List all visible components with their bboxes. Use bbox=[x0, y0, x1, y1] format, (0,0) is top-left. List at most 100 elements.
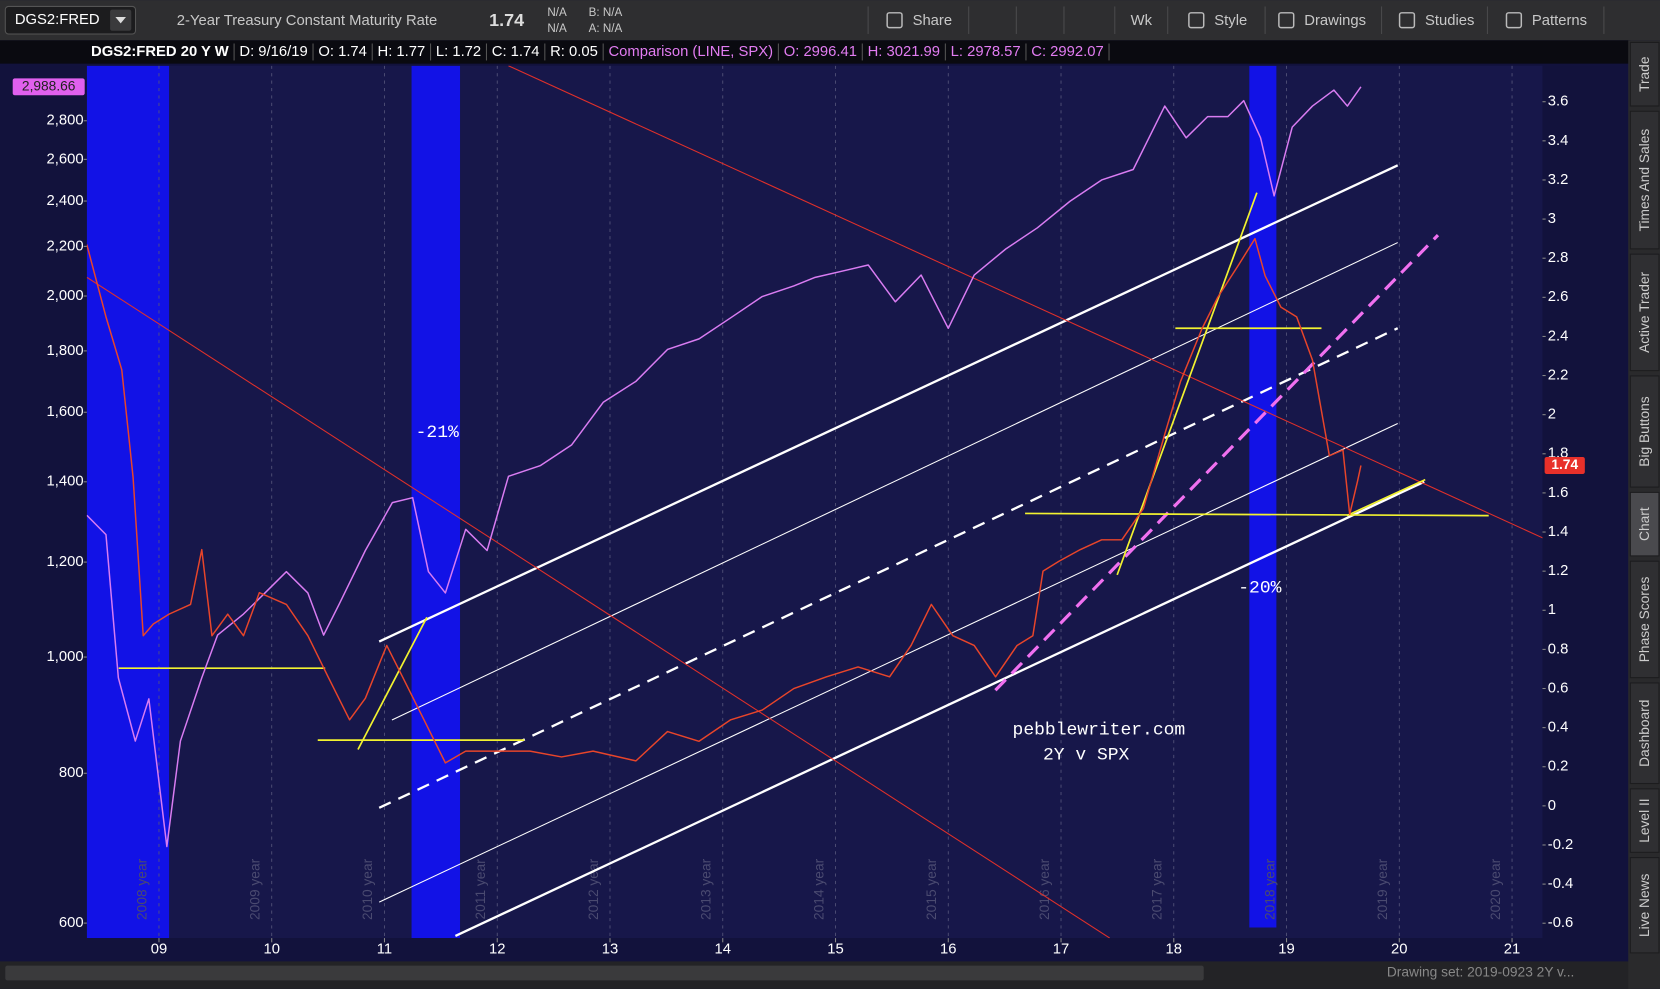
y2-tick-label: 2.8 bbox=[1548, 250, 1569, 266]
side-tab-label: Trade bbox=[1637, 56, 1652, 92]
trend-line bbox=[86, 276, 1111, 939]
toolbar bbox=[0, 0, 1660, 41]
side-tab-label: Active Trader bbox=[1637, 271, 1652, 352]
last-price: 1.74 bbox=[489, 10, 524, 30]
y2-tick-label: 0.6 bbox=[1548, 680, 1569, 696]
ask: A: N/A bbox=[589, 22, 623, 35]
y-tick-label: 1,600 bbox=[47, 404, 84, 420]
y2-tick-label: 1.6 bbox=[1548, 485, 1569, 501]
ohlc-item: R: 0.05 bbox=[550, 44, 598, 60]
year-watermark: 2018 year bbox=[1262, 858, 1277, 920]
year-watermark: 2017 year bbox=[1150, 858, 1165, 920]
ohlc-item: O: 1.74 bbox=[318, 44, 367, 60]
toolbar-button[interactable]: Share bbox=[913, 13, 953, 29]
toolbar-button[interactable]: Wk bbox=[1131, 13, 1153, 29]
x-tick-label: 16 bbox=[940, 942, 956, 958]
comparison-item: H: 3021.99 bbox=[868, 44, 940, 60]
year-watermark: 2013 year bbox=[699, 858, 714, 920]
y2-tick-label: 1.2 bbox=[1548, 563, 1569, 579]
toolbar-button[interactable]: Studies bbox=[1425, 13, 1474, 29]
annotation: -20% bbox=[1238, 578, 1281, 598]
drawing-set: Drawing set: 2019-0923 2Y v... bbox=[1387, 965, 1575, 980]
change-pct: N/A bbox=[547, 22, 567, 35]
y-tick-label: 1,800 bbox=[47, 343, 84, 359]
y2-tick-label: 3.4 bbox=[1548, 133, 1569, 149]
side-tab-label: Chart bbox=[1637, 507, 1652, 541]
y2-tick-label: 1.4 bbox=[1548, 524, 1569, 540]
trend-line bbox=[378, 422, 1398, 903]
x-tick-label: 10 bbox=[263, 942, 279, 958]
last-value-label: 2,988.66 bbox=[22, 78, 76, 93]
y2-tick-label: 0.4 bbox=[1548, 720, 1569, 736]
year-watermark: 2009 year bbox=[247, 858, 262, 920]
x-tick-label: 12 bbox=[489, 942, 505, 958]
toolbar-button[interactable]: Drawings bbox=[1304, 13, 1366, 29]
toolbar-button[interactable]: Style bbox=[1214, 13, 1247, 29]
year-watermark: 2014 year bbox=[811, 858, 826, 920]
last-value-box bbox=[12, 78, 85, 96]
y2-tick-label: -0.6 bbox=[1548, 915, 1574, 931]
y2-tick-label: 2.6 bbox=[1548, 289, 1569, 305]
side-tab-label: Dashboard bbox=[1637, 700, 1652, 767]
ohlc-item: D: 9/16/19 bbox=[239, 44, 307, 60]
last-value-label: 1.74 bbox=[1551, 457, 1578, 472]
y-tick-label: 2,200 bbox=[47, 238, 84, 254]
series-line bbox=[86, 237, 1362, 764]
side-tab-label: Level II bbox=[1637, 798, 1652, 842]
x-tick-label: 09 bbox=[151, 942, 167, 958]
x-tick-label: 21 bbox=[1504, 942, 1520, 958]
year-watermark: 2008 year bbox=[135, 858, 150, 920]
trend-line bbox=[1025, 512, 1489, 517]
y-tick-label: 1,400 bbox=[47, 474, 84, 490]
y2-tick-label: 0.8 bbox=[1548, 641, 1569, 657]
side-tab[interactable] bbox=[1629, 857, 1660, 954]
series-line bbox=[86, 86, 1362, 848]
trend-line bbox=[378, 327, 1399, 809]
side-tab[interactable] bbox=[1629, 682, 1660, 785]
year-watermark: 2010 year bbox=[360, 858, 375, 920]
year-watermark: 2011 year bbox=[473, 859, 488, 920]
last-value-box bbox=[1544, 457, 1585, 474]
button-icon bbox=[1278, 12, 1295, 29]
side-tab[interactable] bbox=[1629, 788, 1660, 853]
symbol-box[interactable] bbox=[4, 5, 137, 35]
x-tick-label: 17 bbox=[1053, 942, 1069, 958]
year-watermark: 2020 year bbox=[1488, 858, 1503, 920]
side-tab[interactable] bbox=[1629, 110, 1660, 250]
scrollbar[interactable] bbox=[5, 965, 1204, 981]
ohlc-item: L: 1.72 bbox=[436, 44, 481, 60]
description: 2-Year Treasury Constant Maturity Rate bbox=[177, 13, 437, 29]
y2-tick-label: 3.2 bbox=[1548, 172, 1569, 188]
x-tick-label: 20 bbox=[1391, 942, 1407, 958]
trend-line bbox=[378, 164, 1399, 643]
x-tick-label: 13 bbox=[602, 942, 618, 958]
comparison-item: O: 2996.41 bbox=[784, 44, 857, 60]
side-tab[interactable] bbox=[1629, 560, 1660, 679]
y2-tick-label: 3.6 bbox=[1548, 94, 1569, 110]
side-tab[interactable] bbox=[1629, 41, 1660, 107]
y-tick-label: 1,200 bbox=[47, 554, 84, 570]
side-tab[interactable] bbox=[1629, 375, 1660, 488]
side-tab[interactable] bbox=[1629, 253, 1660, 372]
y2-tick-label: 3 bbox=[1548, 211, 1556, 227]
x-tick-label: 11 bbox=[377, 942, 392, 958]
y2-tick-label: 1 bbox=[1548, 602, 1556, 618]
trend-line bbox=[391, 242, 1398, 721]
side-tab-label: Phase Scores bbox=[1637, 577, 1652, 663]
change: N/A bbox=[547, 6, 567, 19]
y-tick-label: 800 bbox=[59, 765, 84, 781]
y2-tick-label: 0.2 bbox=[1548, 759, 1569, 775]
y2-tick-label: -0.4 bbox=[1548, 876, 1574, 892]
side-tab[interactable] bbox=[1629, 491, 1660, 557]
side-tab-label: Big Buttons bbox=[1637, 396, 1652, 466]
y-tick-label: 2,000 bbox=[47, 288, 84, 304]
annotation: pebblewriter.com bbox=[1013, 720, 1186, 740]
button-icon bbox=[886, 12, 903, 29]
plot-layer: 2008 year 2009 year 2010 year 2011 year 2012… bbox=[86, 65, 1543, 939]
trend-line bbox=[1346, 478, 1426, 517]
toolbar-button[interactable]: Patterns bbox=[1532, 13, 1587, 29]
x-tick-label: 15 bbox=[827, 942, 843, 958]
study-title: DGS2:FRED 20 Y W bbox=[91, 44, 229, 60]
